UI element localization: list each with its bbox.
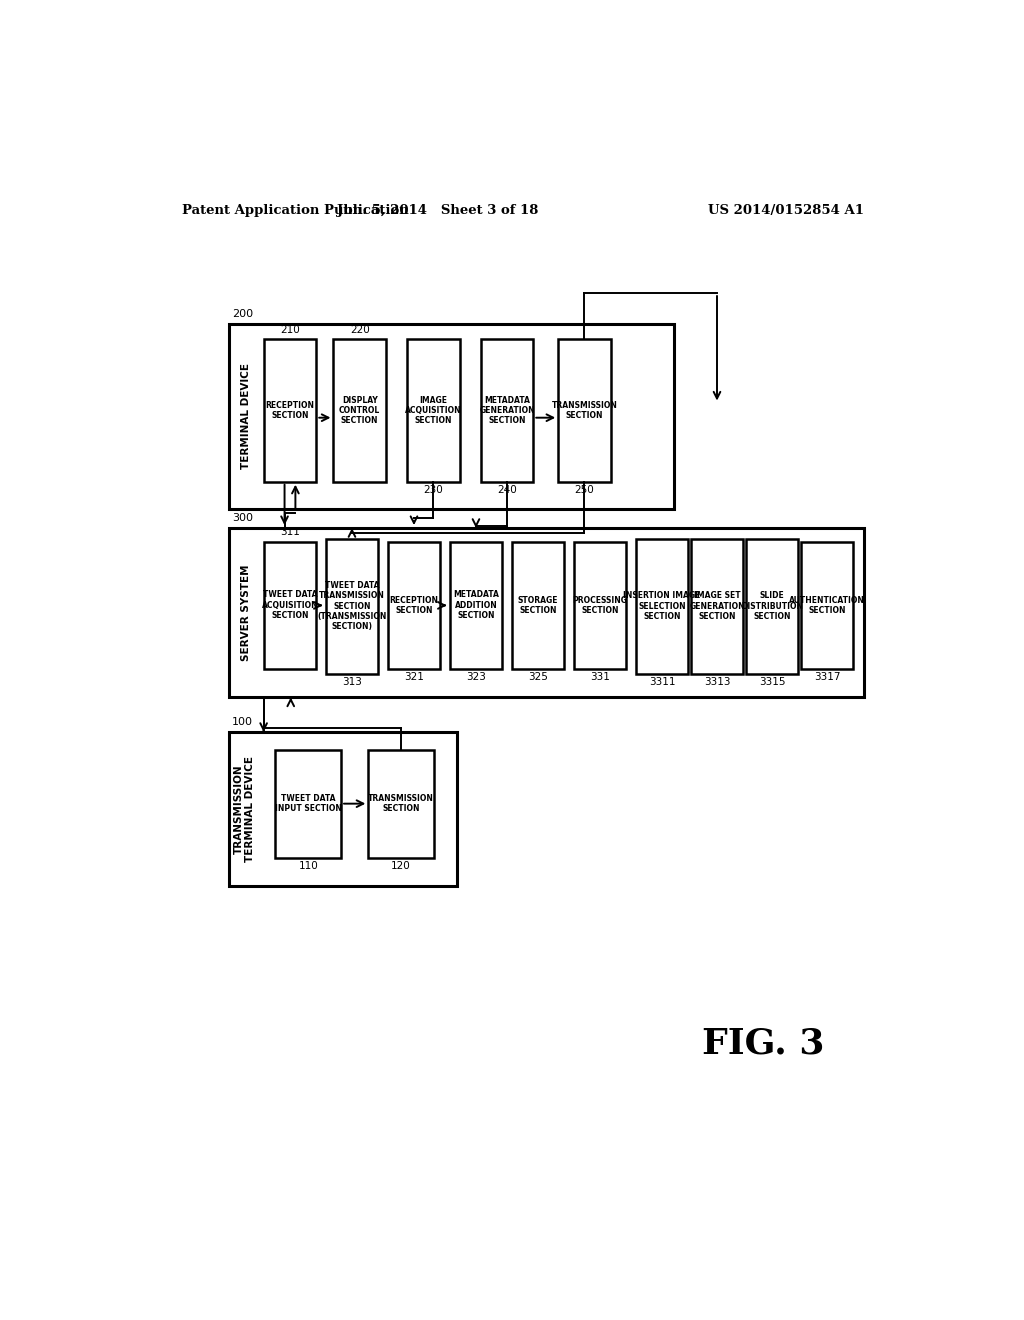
- Text: 230: 230: [424, 484, 443, 495]
- Bar: [263, 543, 316, 669]
- Bar: [228, 528, 864, 697]
- Text: PROCESSING
SECTION: PROCESSING SECTION: [572, 595, 628, 615]
- Bar: [228, 733, 458, 886]
- Text: 311: 311: [280, 527, 300, 537]
- Text: SLIDE
DISTRIBUTION
SECTION: SLIDE DISTRIBUTION SECTION: [741, 591, 803, 620]
- Text: TWEET DATA
ACQUISITION
SECTION: TWEET DATA ACQUISITION SECTION: [262, 590, 318, 620]
- Text: RECEPTION
SECTION: RECEPTION SECTION: [265, 401, 314, 420]
- Text: DISPLAY
CONTROL
SECTION: DISPLAY CONTROL SECTION: [339, 396, 380, 425]
- Bar: [801, 543, 853, 669]
- Text: 3311: 3311: [649, 677, 675, 686]
- Text: TRANSMISSION
SECTION: TRANSMISSION SECTION: [369, 793, 434, 813]
- Text: 325: 325: [528, 672, 548, 682]
- Text: AUTHENTICATION
SECTION: AUTHENTICATION SECTION: [790, 595, 865, 615]
- Bar: [512, 543, 564, 669]
- Text: 210: 210: [281, 325, 300, 335]
- Bar: [228, 323, 675, 508]
- Text: 3313: 3313: [703, 677, 730, 686]
- Text: STORAGE
SECTION: STORAGE SECTION: [518, 595, 558, 615]
- Text: TWEET DATA
INPUT SECTION: TWEET DATA INPUT SECTION: [274, 793, 342, 813]
- Text: TRANSMISSION
TERMINAL DEVICE: TRANSMISSION TERMINAL DEVICE: [233, 756, 255, 862]
- Bar: [480, 339, 534, 482]
- Bar: [388, 543, 440, 669]
- Bar: [558, 339, 611, 482]
- Text: INSERTION IMAGE
SELECTION
SECTION: INSERTION IMAGE SELECTION SECTION: [624, 591, 700, 620]
- Text: Patent Application Publication: Patent Application Publication: [182, 205, 409, 218]
- Text: 100: 100: [231, 718, 253, 727]
- Text: 3315: 3315: [759, 677, 785, 686]
- Text: 200: 200: [231, 309, 253, 319]
- Text: TWEET DATA
TRANSMISSION
SECTION
(TRANSMISSION
SECTION): TWEET DATA TRANSMISSION SECTION (TRANSMI…: [317, 581, 387, 631]
- Text: 313: 313: [342, 677, 361, 686]
- Bar: [450, 543, 503, 669]
- Text: METADATA
GENERATION
SECTION: METADATA GENERATION SECTION: [479, 396, 535, 425]
- Text: FIG. 3: FIG. 3: [702, 1027, 824, 1061]
- Text: 3317: 3317: [814, 672, 841, 682]
- Bar: [745, 539, 799, 673]
- Text: IMAGE
ACQUISITION
SECTION: IMAGE ACQUISITION SECTION: [406, 396, 462, 425]
- Text: US 2014/0152854 A1: US 2014/0152854 A1: [709, 205, 864, 218]
- Text: 331: 331: [590, 672, 610, 682]
- Text: 120: 120: [391, 861, 411, 871]
- Text: TRANSMISSION
SECTION: TRANSMISSION SECTION: [552, 401, 617, 420]
- Text: RECEPTION
SECTION: RECEPTION SECTION: [389, 595, 438, 615]
- Text: 323: 323: [466, 672, 486, 682]
- Bar: [636, 539, 688, 673]
- Text: 250: 250: [574, 484, 594, 495]
- Text: 240: 240: [497, 484, 517, 495]
- Bar: [407, 339, 460, 482]
- Text: 220: 220: [350, 325, 370, 335]
- Bar: [573, 543, 627, 669]
- Bar: [690, 539, 743, 673]
- Text: 321: 321: [404, 672, 424, 682]
- Bar: [334, 339, 386, 482]
- Bar: [263, 339, 316, 482]
- Text: IMAGE SET
GENERATION
SECTION: IMAGE SET GENERATION SECTION: [689, 591, 744, 620]
- Bar: [369, 750, 434, 858]
- Text: 300: 300: [231, 513, 253, 524]
- Bar: [275, 750, 341, 858]
- Text: METADATA
ADDITION
SECTION: METADATA ADDITION SECTION: [453, 590, 499, 620]
- Text: SERVER SYSTEM: SERVER SYSTEM: [241, 565, 251, 661]
- Text: 110: 110: [298, 861, 318, 871]
- Text: TERMINAL DEVICE: TERMINAL DEVICE: [241, 363, 251, 470]
- Text: Jun. 5, 2014   Sheet 3 of 18: Jun. 5, 2014 Sheet 3 of 18: [337, 205, 539, 218]
- Bar: [326, 539, 378, 673]
